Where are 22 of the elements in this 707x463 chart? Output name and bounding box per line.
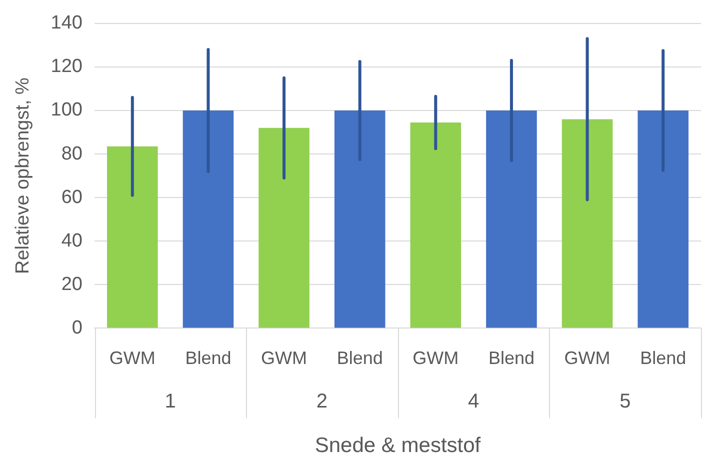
y-tick-label: 40 (61, 230, 82, 252)
y-tick-label: 20 (61, 274, 82, 295)
text: 5 (620, 390, 631, 413)
y-tick-label: 60 (61, 186, 82, 208)
y-tick-label: 80 (61, 143, 82, 164)
y-tick-label: 140 (50, 12, 82, 34)
y-tick-label: 120 (50, 56, 82, 78)
x-tick-label: Blend (640, 348, 686, 368)
text: 4 (468, 390, 480, 413)
text: 2 (316, 390, 328, 413)
x-tick-label: GWM (412, 348, 459, 368)
x-tick-label: Blend (185, 348, 232, 368)
x-tick-label: GWM (109, 348, 156, 368)
y-tick-label: 100 (50, 100, 82, 121)
x-tick-label: GWM (564, 348, 610, 368)
x-tick-label: Blend (488, 348, 534, 368)
x-axis-title: Snede & meststof (314, 434, 481, 458)
y-axis-title: Relatieve opbrengst, % (12, 77, 34, 274)
x-tick-label: Blend (336, 348, 383, 368)
text: 1 (164, 390, 176, 413)
x-tick-label: GWM (261, 348, 308, 368)
y-tick-label: 0 (72, 317, 82, 338)
